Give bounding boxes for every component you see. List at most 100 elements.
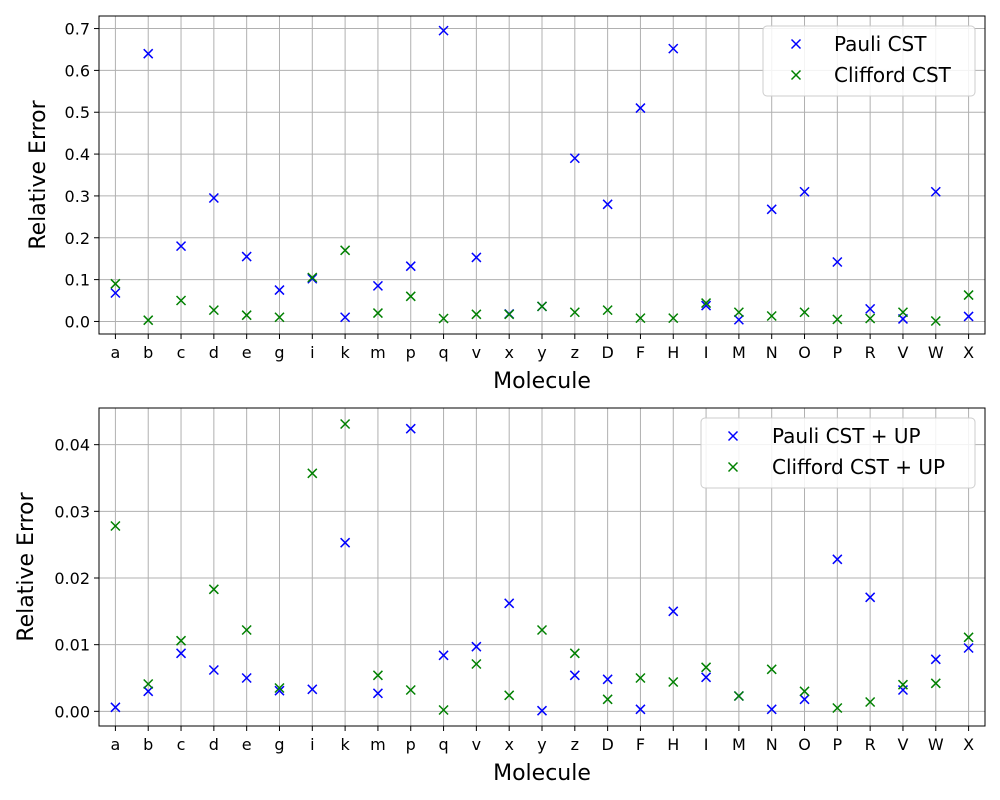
bottom-marker-pauli-c: [176, 648, 187, 659]
top-marker-pauli-m: [372, 280, 383, 291]
top-marker-clifford-a: [110, 278, 121, 289]
top-marker-clifford-q: [438, 313, 449, 324]
bottom-x-tick-label-M: M: [732, 735, 746, 754]
top-y-tick-label: 0.5: [65, 103, 90, 122]
top-marker-clifford-m: [372, 308, 383, 319]
top-y-tick-label: 0.6: [65, 61, 90, 80]
bottom-legend-entry-pauli: Pauli CST + UP: [727, 424, 921, 448]
bottom-marker-clifford-b: [143, 678, 154, 690]
top-y-tick-label: 0.3: [65, 187, 90, 206]
bottom-x-tick-label-W: W: [928, 735, 944, 754]
top-marker-pauli-g: [274, 285, 285, 296]
top-marker-clifford-H: [668, 313, 679, 324]
bottom-x-tick-label-d: d: [209, 735, 219, 754]
bottom-marker-clifford-z: [569, 648, 580, 659]
top-x-tick-label-q: q: [438, 343, 448, 362]
bottom-marker-clifford-V: [897, 679, 908, 690]
bottom-x-tick-label-D: D: [601, 735, 613, 754]
top-marker-clifford-P: [832, 314, 843, 325]
bottom-x-tick-label-m: m: [370, 735, 386, 754]
bottom-marker-clifford-v: [471, 658, 482, 670]
top-marker-pauli-a: [110, 287, 121, 299]
top-x-tick-label-m: m: [370, 343, 386, 362]
bottom-marker-pauli-X: [963, 642, 974, 654]
bottom-marker-pauli-P: [832, 554, 843, 565]
bottom-x-tick-label-i: i: [310, 735, 314, 754]
bottom-marker-clifford-M: [733, 690, 744, 702]
top-marker-pauli-F: [635, 103, 646, 114]
bottom-y-ticks: 0.00 0.01 0.02 0.03 0.04: [54, 436, 99, 721]
bottom-y-axis-label: Relative Error: [14, 491, 39, 641]
top-x-tick-label-z: z: [571, 343, 579, 362]
top-marker-clifford-D: [602, 305, 613, 316]
top-x-tick-label-N: N: [766, 343, 778, 362]
bottom-x-tick-label-v: v: [472, 735, 481, 754]
bottom-x-tick-label-P: P: [833, 735, 843, 754]
bottom-scatter-plot: 0.00 0.01 0.02 0.03 0.04 a b c d e g i k m p q v x y z D F H I…: [14, 407, 986, 786]
top-legend-x-pauli: [790, 38, 802, 50]
bottom-x-tick-label-y: y: [537, 735, 546, 754]
bottom-y-tick-label: 0.03: [54, 502, 90, 521]
top-marker-pauli-P: [832, 257, 843, 268]
bottom-x-axis-label: Molecule: [493, 761, 591, 786]
bottom-marker-pauli-g: [274, 685, 285, 696]
top-marker-pauli-d: [208, 192, 219, 204]
top-x-tick-label-H: H: [667, 343, 679, 362]
top-legend-box: [762, 25, 976, 97]
top-marker-pauli-z: [569, 153, 580, 164]
bottom-legend-label-clifford: Clifford CST + UP: [772, 455, 945, 479]
top-marker-pauli-v: [471, 252, 482, 263]
top-x-tick-label-g: g: [274, 343, 284, 362]
top-y-tick-label: 0.0: [65, 312, 90, 331]
top-marker-pauli-i: [307, 273, 318, 284]
bottom-marker-pauli-p: [405, 423, 416, 434]
top-marker-pauli-e: [241, 251, 252, 262]
top-marker-clifford-W: [930, 315, 941, 327]
bottom-marker-pauli-W: [930, 654, 941, 665]
bottom-marker-pauli-d: [208, 664, 219, 676]
top-marker-pauli-p: [405, 261, 416, 272]
top-marker-pauli-M: [733, 314, 744, 325]
top-marker-pauli-X: [963, 311, 974, 322]
bottom-marker-clifford-p: [405, 684, 416, 696]
bottom-marker-pauli-N: [766, 704, 777, 715]
bottom-marker-pauli-k: [340, 537, 351, 548]
bottom-marker-clifford-F: [635, 672, 646, 684]
top-x-axis-label: Molecule: [493, 369, 591, 394]
bottom-marker-clifford-O: [799, 686, 810, 697]
bottom-marker-pauli-y: [536, 705, 548, 716]
bottom-marker-clifford-R: [865, 696, 876, 708]
top-y-ticks: 0.0 0.1 0.2 0.3 0.4 0.5 0.6 0.7: [65, 20, 99, 331]
bottom-marker-clifford-X: [963, 632, 974, 643]
top-marker-clifford-k: [340, 245, 351, 256]
top-marker-clifford-d: [208, 305, 219, 316]
bottom-marker-pauli-a: [110, 702, 121, 713]
bottom-marker-pauli-I: [701, 672, 712, 683]
bottom-marker-pauli-e: [241, 672, 252, 684]
top-legend-label-pauli: Pauli CST: [834, 32, 927, 56]
top-marker-clifford-V: [897, 307, 908, 318]
bottom-marker-pauli-F: [635, 704, 646, 715]
bottom-legend-marker-pauli: [727, 430, 739, 442]
bottom-marker-clifford-c: [176, 635, 187, 646]
top-y-tick-label: 0.2: [65, 229, 90, 248]
top-x-tick-label-W: W: [928, 343, 944, 362]
bottom-x-tick-label-k: k: [340, 735, 350, 754]
bottom-x-tick-label-p: p: [406, 735, 416, 754]
bottom-y-tick-label: 0.02: [54, 569, 90, 588]
bottom-x-tick-label-b: b: [143, 735, 153, 754]
top-x-tick-label-p: p: [406, 343, 416, 362]
top-y-tick-label: 0.7: [65, 20, 90, 39]
top-x-tick-label-k: k: [340, 343, 350, 362]
top-marker-clifford-M: [733, 307, 744, 318]
top-scatter-plot: 0.0 0.1 0.2 0.3 0.4 0.5 0.6 0.7 a b c d e g i k m p q v x y z…: [26, 15, 986, 394]
bottom-marker-clifford-e: [241, 624, 252, 636]
top-x-tick-label-R: R: [865, 343, 876, 362]
top-marker-pauli-R: [865, 303, 876, 314]
bottom-x-tick-label-H: H: [667, 735, 679, 754]
top-x-tick-label-O: O: [798, 343, 811, 362]
top-marker-clifford-X: [963, 290, 974, 301]
top-marker-pauli-k: [340, 312, 351, 323]
